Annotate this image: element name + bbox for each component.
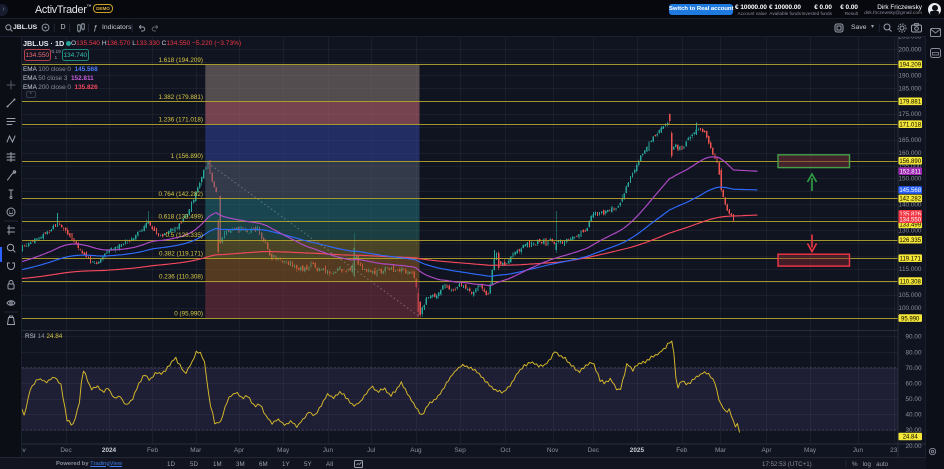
svg-text:Nov: Nov xyxy=(547,447,559,454)
svg-text:24.84: 24.84 xyxy=(903,435,919,441)
svg-text:30.00: 30.00 xyxy=(906,427,922,434)
svg-text:119.171: 119.171 xyxy=(900,256,922,262)
svg-text:95.990: 95.990 xyxy=(901,316,920,322)
svg-text:1 (156.890): 1 (156.890) xyxy=(171,153,203,160)
svg-text:Apr: Apr xyxy=(234,447,245,454)
svg-text:156.890: 156.890 xyxy=(899,159,921,165)
svg-text:1.236 (171.018): 1.236 (171.018) xyxy=(159,117,203,124)
svg-text:165.000: 165.000 xyxy=(898,137,922,144)
svg-text:0.236 (110.308): 0.236 (110.308) xyxy=(159,274,203,281)
svg-text:200.000: 200.000 xyxy=(898,47,922,54)
svg-text:Feb: Feb xyxy=(147,447,158,454)
svg-text:Dec: Dec xyxy=(588,447,600,454)
svg-text:160.000: 160.000 xyxy=(898,150,922,157)
svg-text:205.000: 205.000 xyxy=(898,34,922,41)
svg-text:Jun: Jun xyxy=(853,447,864,454)
svg-text:100.000: 100.000 xyxy=(898,305,922,312)
svg-text:155.000: 155.000 xyxy=(898,163,922,170)
svg-text:Oct: Oct xyxy=(500,447,510,454)
svg-text:Aug: Aug xyxy=(410,447,422,454)
svg-text:0.382 (119.171): 0.382 (119.171) xyxy=(159,251,203,258)
svg-text:0.764 (142.282): 0.764 (142.282) xyxy=(159,191,203,198)
svg-text:1.382 (179.881): 1.382 (179.881) xyxy=(159,94,203,101)
svg-text:0.618 (133.499): 0.618 (133.499) xyxy=(159,214,203,221)
svg-text:50.00: 50.00 xyxy=(906,396,922,403)
svg-text:145.568: 145.568 xyxy=(899,188,921,194)
svg-text:Apr: Apr xyxy=(762,447,773,454)
svg-text:Feb: Feb xyxy=(676,447,687,454)
svg-text:May: May xyxy=(277,447,290,454)
svg-text:23: 23 xyxy=(890,447,898,454)
svg-text:1.618 (194.209): 1.618 (194.209) xyxy=(159,57,203,64)
svg-text:110.308: 110.308 xyxy=(900,279,922,285)
svg-text:0.5 (126.335): 0.5 (126.335) xyxy=(166,232,203,239)
svg-text:Sep: Sep xyxy=(454,447,466,454)
svg-text:115.000: 115.000 xyxy=(899,266,922,273)
svg-text:70.00: 70.00 xyxy=(906,365,922,372)
svg-text:126.335: 126.335 xyxy=(899,238,921,244)
svg-text:185.000: 185.000 xyxy=(898,85,922,92)
svg-text:140.000: 140.000 xyxy=(898,202,922,209)
svg-text:2025: 2025 xyxy=(630,447,645,454)
svg-text:142.282: 142.282 xyxy=(899,197,921,203)
svg-text:190.000: 190.000 xyxy=(898,72,922,79)
svg-text:2024: 2024 xyxy=(102,447,117,454)
svg-text:150.000: 150.000 xyxy=(898,176,922,183)
svg-text:133.499: 133.499 xyxy=(899,223,921,229)
svg-text:179.881: 179.881 xyxy=(899,100,921,106)
svg-text:175.000: 175.000 xyxy=(898,111,922,118)
svg-text:Mar: Mar xyxy=(715,447,727,454)
svg-text:Jul: Jul xyxy=(367,447,375,454)
svg-text:80.00: 80.00 xyxy=(906,349,922,356)
svg-text:134.550: 134.550 xyxy=(899,217,921,223)
svg-text:152.811: 152.811 xyxy=(900,169,922,175)
svg-text:135.826: 135.826 xyxy=(899,212,921,218)
svg-text:Mar: Mar xyxy=(190,447,202,454)
svg-text:105.000: 105.000 xyxy=(898,292,922,299)
svg-text:Dec: Dec xyxy=(60,447,72,454)
svg-text:20.00: 20.00 xyxy=(906,443,922,450)
svg-text:May: May xyxy=(804,447,817,454)
svg-text:130.000: 130.000 xyxy=(898,227,922,234)
svg-text:Jun: Jun xyxy=(323,447,334,454)
svg-text:171.018: 171.018 xyxy=(899,122,921,128)
svg-text:0 (95.990): 0 (95.990) xyxy=(174,311,203,318)
svg-text:194.209: 194.209 xyxy=(899,63,921,69)
svg-text:60.00: 60.00 xyxy=(906,380,922,387)
svg-text:90.00: 90.00 xyxy=(906,334,922,341)
svg-text:40.00: 40.00 xyxy=(906,412,922,419)
